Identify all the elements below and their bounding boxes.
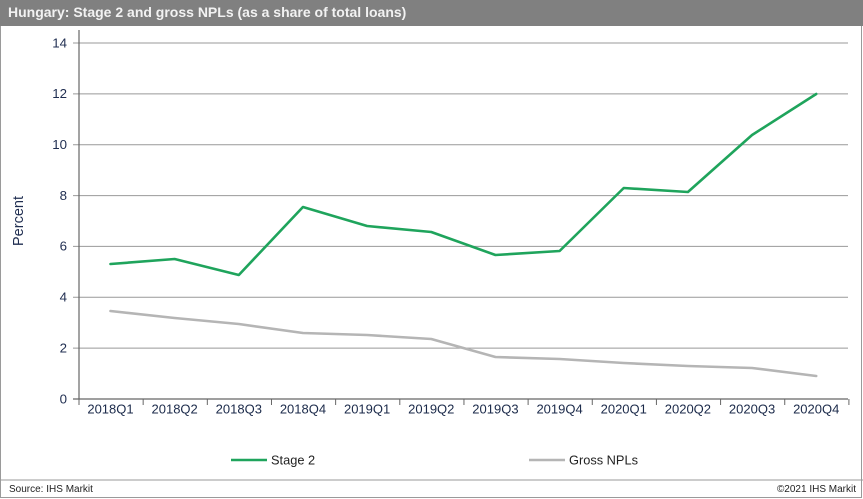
svg-text:2020Q1: 2020Q1 <box>601 402 647 417</box>
svg-text:10: 10 <box>52 137 67 152</box>
svg-text:©2021 IHS Markit: ©2021 IHS Markit <box>777 484 856 495</box>
svg-text:2020Q2: 2020Q2 <box>665 402 711 417</box>
svg-text:2: 2 <box>60 340 67 355</box>
svg-text:Gross NPLs: Gross NPLs <box>569 453 638 468</box>
svg-text:0: 0 <box>60 391 67 406</box>
svg-text:Percent: Percent <box>11 196 27 246</box>
svg-text:6: 6 <box>60 239 67 254</box>
svg-text:14: 14 <box>52 35 67 50</box>
svg-text:2019Q2: 2019Q2 <box>408 402 454 417</box>
svg-text:8: 8 <box>60 188 67 203</box>
svg-text:4: 4 <box>60 290 67 305</box>
svg-text:2018Q2: 2018Q2 <box>152 402 198 417</box>
svg-text:Source: IHS Markit: Source: IHS Markit <box>9 484 93 495</box>
svg-text:Stage 2: Stage 2 <box>271 453 315 468</box>
svg-text:2018Q3: 2018Q3 <box>216 402 262 417</box>
svg-text:2020Q4: 2020Q4 <box>793 402 839 417</box>
svg-text:2020Q3: 2020Q3 <box>729 402 775 417</box>
svg-text:2019Q4: 2019Q4 <box>536 402 582 417</box>
svg-text:2019Q3: 2019Q3 <box>472 402 518 417</box>
svg-text:2018Q1: 2018Q1 <box>87 402 133 417</box>
svg-text:2019Q1: 2019Q1 <box>344 402 390 417</box>
svg-text:12: 12 <box>52 86 67 101</box>
svg-text:2018Q4: 2018Q4 <box>280 402 326 417</box>
